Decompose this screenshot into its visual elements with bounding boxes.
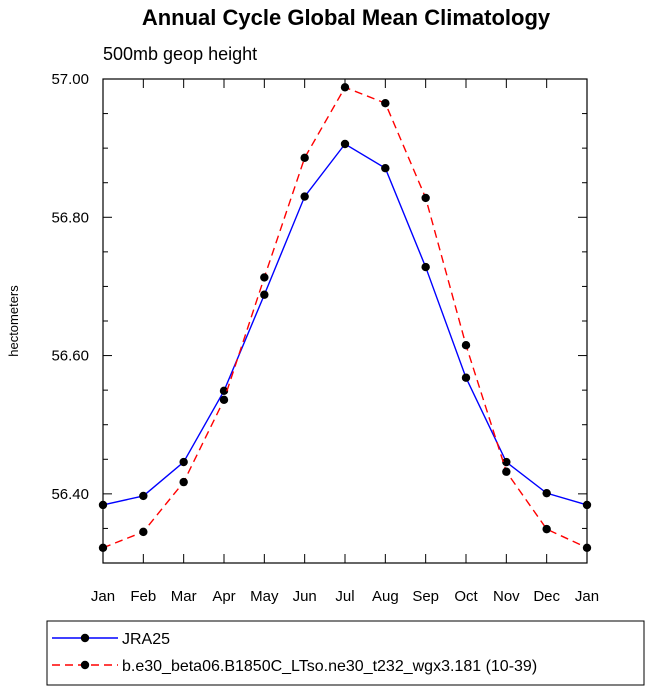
y-tick-label: 56.80 [51, 209, 89, 226]
data-point [502, 467, 511, 476]
y-axis-label: hectometers [6, 285, 21, 357]
plot-frame [102, 78, 588, 564]
x-tick-label: Jan [91, 588, 115, 605]
x-tick-label: Mar [171, 588, 197, 605]
data-point [139, 491, 148, 501]
x-tick-labels: Jan Feb Mar Apr May Jun Jul Aug Sep Oct Nov Dec Jan [91, 588, 599, 605]
x-tick-label: Sep [412, 588, 439, 605]
y-tick-label: 57.00 [51, 71, 89, 88]
data-point [219, 386, 229, 396]
data-point [381, 163, 390, 173]
data-point [219, 395, 229, 405]
data-point [179, 477, 188, 487]
legend-marker [80, 660, 90, 670]
data-point [381, 99, 390, 108]
chart-title: Annual Cycle Global Mean Climatology [142, 5, 551, 30]
data-point [300, 153, 309, 163]
x-tick-label: Jun [293, 588, 317, 605]
chart-subtitle: 500mb geop height [103, 44, 257, 64]
data-point [139, 527, 148, 537]
data-point [582, 500, 592, 510]
x-tick-label: Jul [335, 588, 354, 605]
data-point [582, 543, 592, 552]
data-point [421, 262, 430, 272]
x-tick-label: Dec [533, 588, 560, 605]
axis-ticks [102, 78, 588, 564]
data-point [340, 83, 350, 92]
y-tick-label: 56.40 [51, 486, 89, 503]
data-point [461, 341, 471, 350]
data-point [179, 457, 188, 467]
series-line-2 [102, 86, 588, 549]
data-point [340, 139, 350, 149]
data-point [98, 543, 108, 552]
data-point [300, 192, 309, 201]
x-tick-label: Feb [130, 588, 156, 605]
data-point [421, 193, 430, 203]
legend-box [46, 620, 645, 686]
x-tick-label: Apr [212, 588, 235, 605]
x-tick-label: Oct [454, 588, 478, 605]
series-layer [98, 83, 592, 552]
legend-label: b.e30_beta06.B1850C_LTso.ne30_t232_wgx3.… [122, 658, 537, 675]
legend: JRA25 b.e30_beta06.B1850C_LTso.ne30_t232_… [46, 620, 645, 686]
series-line-1 [102, 143, 588, 506]
data-point [260, 273, 269, 282]
data-point [542, 524, 551, 534]
data-point [502, 457, 511, 467]
y-tick-labels: 56.40 56.60 56.80 57.00 [51, 71, 89, 503]
x-tick-label: May [250, 588, 279, 605]
data-point [461, 373, 471, 382]
legend-label: JRA25 [122, 631, 170, 648]
legend-marker [80, 633, 90, 643]
x-tick-label: Aug [372, 588, 399, 605]
data-point [98, 500, 108, 510]
x-tick-label: Jan [575, 588, 599, 605]
y-tick-label: 56.60 [51, 348, 89, 365]
x-tick-label: Nov [493, 588, 520, 605]
data-point [260, 290, 269, 299]
data-point [542, 488, 551, 498]
